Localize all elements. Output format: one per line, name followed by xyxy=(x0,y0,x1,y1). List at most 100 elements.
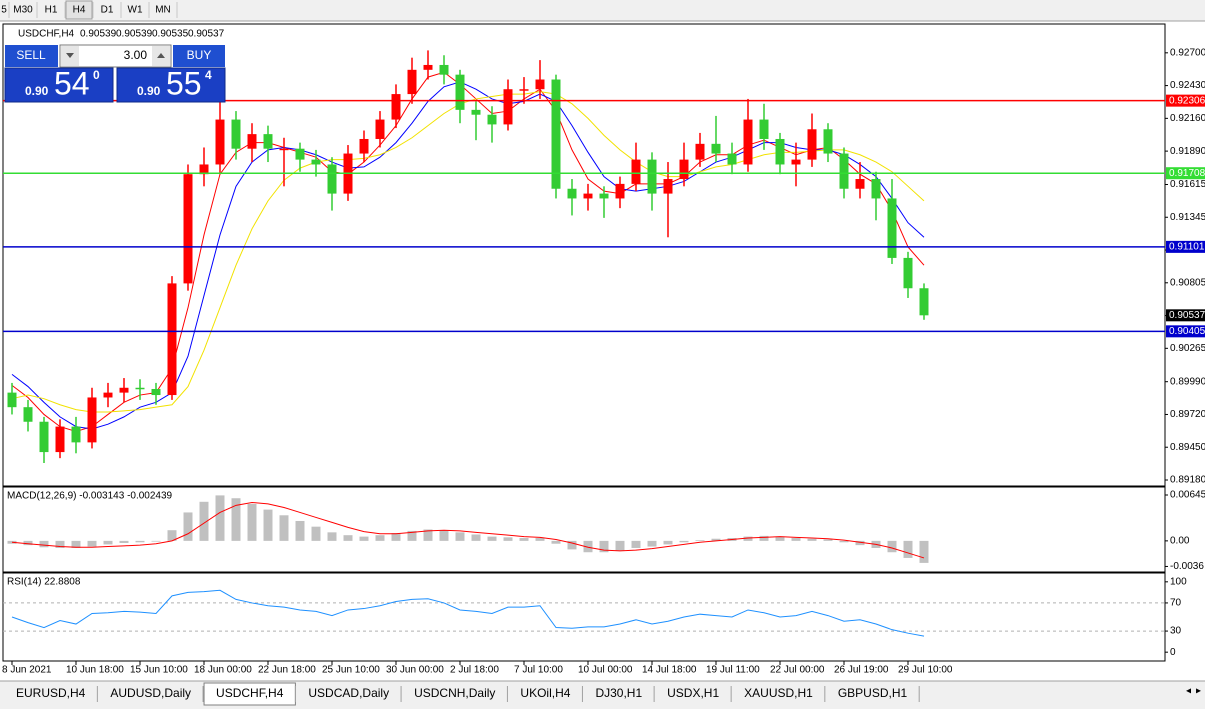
candle-body xyxy=(135,387,145,390)
price-small: 4 xyxy=(205,68,212,82)
candle-body xyxy=(423,64,433,70)
candle-body xyxy=(551,79,561,189)
timeframe-button[interactable]: H1 xyxy=(45,5,58,16)
x-tick-label: 30 Jun 00:00 xyxy=(386,665,444,676)
tab-label[interactable]: USDCNH,Daily xyxy=(414,686,495,700)
tab-scroll-right[interactable]: ▸ xyxy=(1196,686,1201,697)
candle-body xyxy=(455,74,465,110)
macd-bar xyxy=(647,540,657,547)
price-box[interactable] xyxy=(116,67,226,103)
macd-bar xyxy=(599,540,609,553)
candle-body xyxy=(215,119,225,165)
bid-label-bg xyxy=(1166,309,1205,322)
timeframe-button[interactable]: D1 xyxy=(101,5,114,16)
candle-body xyxy=(743,119,753,165)
candle-body xyxy=(151,388,161,396)
level-label: 0.91101 xyxy=(1169,242,1205,253)
tab-label[interactable]: DJ30,H1 xyxy=(595,686,642,700)
macd-bar xyxy=(23,540,33,546)
candle-body xyxy=(311,159,321,165)
candle-body xyxy=(791,159,801,165)
candle-body xyxy=(583,193,593,199)
buy-label: BUY xyxy=(187,48,212,62)
tab[interactable] xyxy=(655,683,732,705)
tab-label[interactable]: USDCAD,Daily xyxy=(308,686,389,700)
macd-bar xyxy=(391,533,401,541)
candle-body xyxy=(679,159,689,180)
tab[interactable] xyxy=(98,683,204,705)
timeframe-button[interactable]: H4 xyxy=(73,5,86,16)
candle-body xyxy=(375,119,385,139)
tab-label[interactable]: EURUSD,H4 xyxy=(16,686,86,700)
y-tick-label: 0 xyxy=(1170,647,1176,658)
sell-button[interactable] xyxy=(5,45,58,67)
macd-bar xyxy=(311,526,321,541)
timeframe-button[interactable]: M30 xyxy=(13,5,33,16)
x-tick-label: 18 Jun 00:00 xyxy=(194,665,252,676)
price-box[interactable] xyxy=(4,67,114,103)
y-tick-label: 0.90805 xyxy=(1170,277,1205,288)
quote-value: 0.90537 xyxy=(188,29,225,40)
macd-bar xyxy=(167,530,177,541)
macd-bar xyxy=(487,536,497,541)
candle-body xyxy=(263,134,273,149)
timeframe-button[interactable]: MN xyxy=(155,5,171,16)
tab-label[interactable]: XAUUSD,H1 xyxy=(744,686,813,700)
candle-body xyxy=(7,392,17,408)
macd-bar xyxy=(807,538,817,541)
candle-body xyxy=(359,138,369,154)
tab[interactable] xyxy=(508,683,583,705)
y-tick-label: 0.89990 xyxy=(1170,376,1205,387)
lot-box xyxy=(59,44,172,68)
tab-label[interactable]: UKOil,H4 xyxy=(520,686,570,700)
x-tick-label: 19 Jul 11:00 xyxy=(706,665,760,676)
y-tick-label: 0.91890 xyxy=(1170,146,1205,157)
candle-body xyxy=(167,283,177,396)
candle-body xyxy=(599,193,609,199)
tab[interactable] xyxy=(4,683,98,705)
timeframe-button[interactable]: 5 xyxy=(1,5,7,16)
candle-body xyxy=(119,387,129,393)
macd-bar xyxy=(887,540,897,553)
macd-bar xyxy=(631,540,641,548)
macd-bar xyxy=(119,540,129,543)
macd-bar xyxy=(439,530,449,541)
macd-bar xyxy=(151,540,161,542)
tab[interactable] xyxy=(583,683,655,705)
candle-body xyxy=(55,426,65,453)
chart-panel xyxy=(2,486,1166,573)
tab-label[interactable]: USDX,H1 xyxy=(667,686,719,700)
tab[interactable] xyxy=(402,683,508,705)
y-tick-label: 0.90265 xyxy=(1170,343,1205,354)
y-tick-label: 0.89450 xyxy=(1170,442,1205,453)
level-label-bg xyxy=(1166,240,1205,253)
tab[interactable] xyxy=(825,683,920,705)
tab[interactable] xyxy=(296,683,402,705)
buy-button[interactable] xyxy=(173,45,225,67)
tab-label[interactable]: GBPUSD,H1 xyxy=(838,686,908,700)
tab-scroll-left[interactable]: ◂ xyxy=(1186,686,1191,697)
macd-bar xyxy=(695,540,705,541)
tab-label[interactable]: AUDUSD,Daily xyxy=(110,686,191,700)
tab[interactable] xyxy=(732,683,825,705)
candle-body xyxy=(647,159,657,194)
moving-average xyxy=(11,71,925,432)
tab-label[interactable]: USDCHF,H4 xyxy=(216,686,284,700)
y-tick-label: 0.92160 xyxy=(1170,113,1205,124)
candle-body xyxy=(839,153,849,189)
chart-panel xyxy=(2,572,1166,662)
y-tick-label: 0.89720 xyxy=(1170,409,1205,420)
candle-body xyxy=(247,134,257,149)
quote-value: 0.90535 xyxy=(152,29,189,40)
lot-value[interactable]: 3.00 xyxy=(124,48,148,62)
macd-bar xyxy=(55,540,65,548)
macd-bar xyxy=(183,512,193,541)
timeframe-button[interactable]: W1 xyxy=(128,5,143,16)
macd-bar xyxy=(279,515,289,541)
y-tick-label: 0.92700 xyxy=(1170,47,1205,58)
signal-line xyxy=(11,501,925,559)
candle-body xyxy=(567,188,577,199)
level-label-bg xyxy=(1166,167,1205,180)
toolbar xyxy=(0,0,1205,21)
